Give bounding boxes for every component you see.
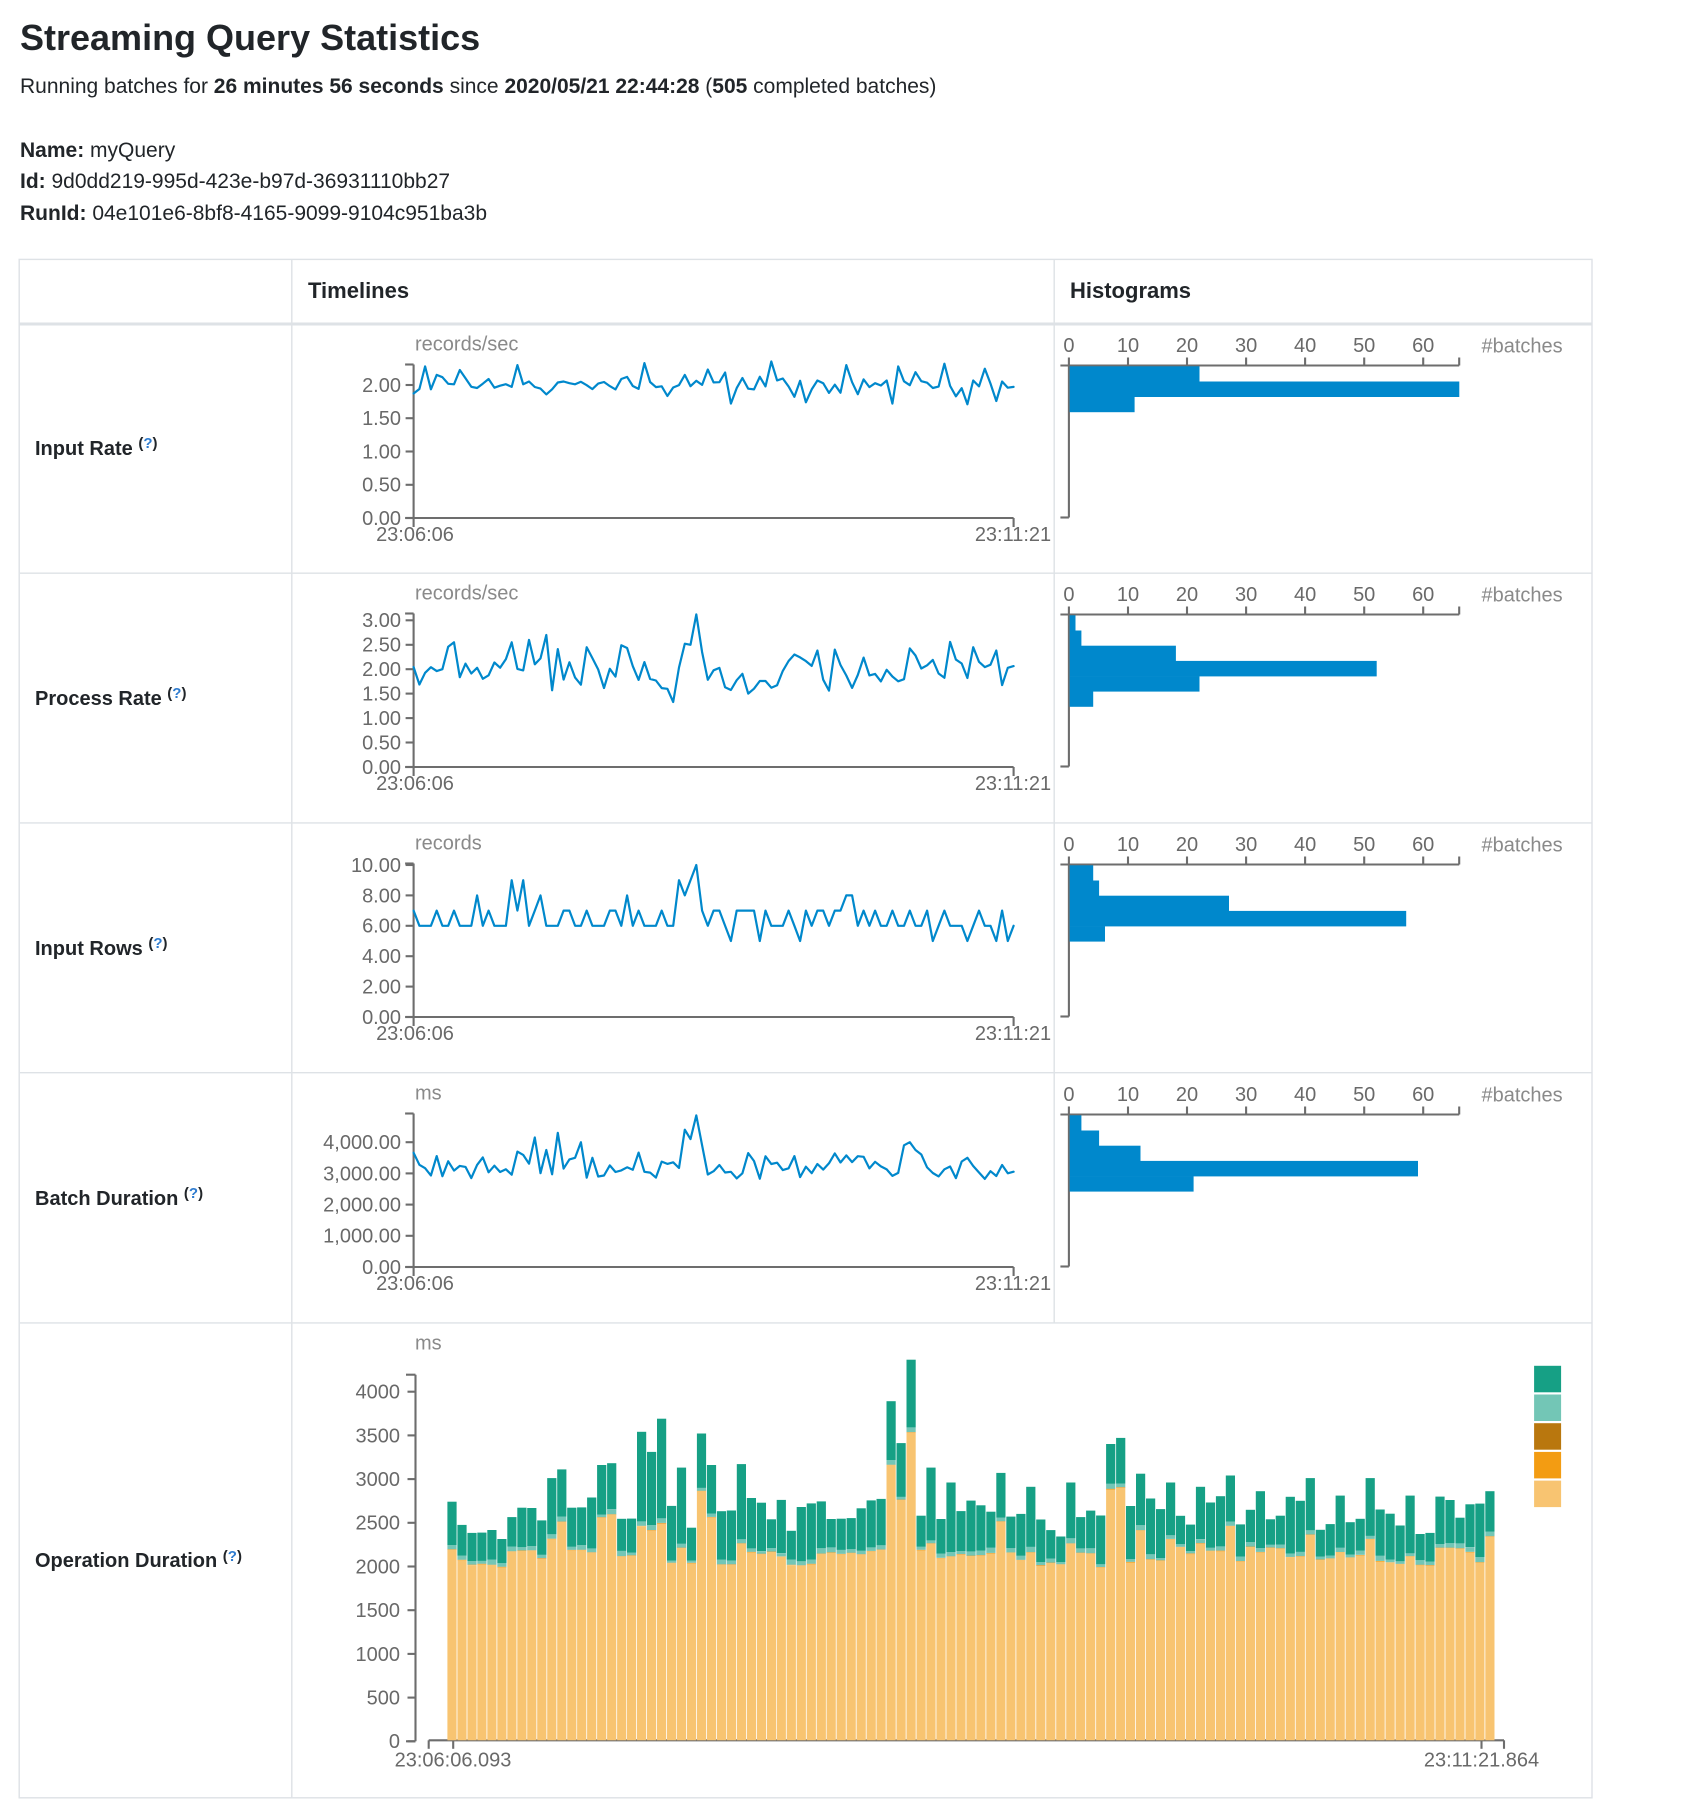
- svg-text:40: 40: [1294, 584, 1316, 606]
- svg-text:60: 60: [1412, 1084, 1434, 1106]
- svg-text:50: 50: [1353, 834, 1375, 856]
- svg-text:0.50: 0.50: [362, 475, 401, 497]
- svg-text:records: records: [415, 833, 482, 855]
- svg-text:20: 20: [1176, 1084, 1198, 1106]
- svg-text:23:11:21.864: 23:11:21.864: [1424, 1750, 1539, 1772]
- svg-text:10: 10: [1117, 1084, 1139, 1106]
- svg-text:23:06:06.093: 23:06:06.093: [395, 1750, 512, 1772]
- svg-text:0: 0: [1063, 584, 1074, 606]
- svg-text:20: 20: [1176, 335, 1198, 357]
- svg-text:2,000.00: 2,000.00: [323, 1195, 401, 1217]
- svg-text:50: 50: [1353, 1084, 1375, 1106]
- svg-text:40: 40: [1294, 1084, 1316, 1106]
- svg-text:10.00: 10.00: [351, 855, 401, 877]
- svg-text:1,000.00: 1,000.00: [323, 1226, 401, 1248]
- svg-text:3000: 3000: [356, 1469, 401, 1491]
- svg-text:23:11:21: 23:11:21: [975, 1023, 1051, 1045]
- svg-text:60: 60: [1412, 834, 1434, 856]
- svg-text:#batches: #batches: [1482, 835, 1563, 857]
- svg-text:2.00: 2.00: [362, 659, 401, 681]
- svg-text:2.50: 2.50: [362, 635, 401, 657]
- svg-text:20: 20: [1176, 584, 1198, 606]
- svg-text:records/sec: records/sec: [415, 583, 518, 605]
- svg-text:4.00: 4.00: [362, 946, 401, 968]
- svg-text:40: 40: [1294, 335, 1316, 357]
- svg-text:2.00: 2.00: [362, 375, 401, 397]
- svg-text:6.00: 6.00: [362, 916, 401, 938]
- svg-text:10: 10: [1117, 335, 1139, 357]
- svg-text:10: 10: [1117, 584, 1139, 606]
- svg-text:40: 40: [1294, 834, 1316, 856]
- svg-text:23:06:06: 23:06:06: [376, 1273, 454, 1295]
- svg-text:#batches: #batches: [1482, 1085, 1563, 1107]
- svg-text:4000: 4000: [356, 1382, 401, 1404]
- svg-text:0.00: 0.00: [362, 1007, 401, 1029]
- svg-text:0.00: 0.00: [362, 1257, 401, 1279]
- svg-text:50: 50: [1353, 584, 1375, 606]
- svg-text:0: 0: [1063, 335, 1074, 357]
- svg-text:4,000.00: 4,000.00: [323, 1132, 401, 1154]
- svg-text:3.00: 3.00: [362, 610, 401, 632]
- svg-text:23:06:06: 23:06:06: [376, 1023, 454, 1045]
- svg-text:10: 10: [1117, 834, 1139, 856]
- svg-text:30: 30: [1235, 335, 1257, 357]
- svg-text:2.00: 2.00: [362, 977, 401, 999]
- svg-text:0.00: 0.00: [362, 757, 401, 779]
- svg-text:0: 0: [1063, 834, 1074, 856]
- svg-text:1.50: 1.50: [362, 408, 401, 430]
- svg-text:ms: ms: [415, 1333, 442, 1355]
- svg-text:20: 20: [1176, 834, 1198, 856]
- svg-text:23:06:06: 23:06:06: [376, 524, 454, 546]
- svg-text:#batches: #batches: [1482, 336, 1563, 358]
- svg-text:60: 60: [1412, 584, 1434, 606]
- svg-text:0.50: 0.50: [362, 732, 401, 754]
- svg-text:23:11:21: 23:11:21: [975, 524, 1051, 546]
- svg-text:3500: 3500: [356, 1425, 401, 1447]
- svg-text:50: 50: [1353, 335, 1375, 357]
- svg-text:1.00: 1.00: [362, 708, 401, 730]
- svg-text:0.00: 0.00: [362, 508, 401, 530]
- svg-text:30: 30: [1235, 1084, 1257, 1106]
- svg-text:2500: 2500: [356, 1513, 401, 1535]
- svg-text:records/sec: records/sec: [415, 334, 518, 356]
- svg-text:23:11:21: 23:11:21: [975, 1273, 1051, 1295]
- svg-text:1.50: 1.50: [362, 684, 401, 706]
- svg-text:2000: 2000: [356, 1556, 401, 1578]
- svg-text:1.00: 1.00: [362, 441, 401, 463]
- svg-text:#batches: #batches: [1482, 585, 1563, 607]
- svg-text:30: 30: [1235, 834, 1257, 856]
- svg-text:0: 0: [389, 1731, 400, 1753]
- svg-text:60: 60: [1412, 335, 1434, 357]
- svg-text:23:11:21: 23:11:21: [975, 773, 1051, 795]
- svg-text:1500: 1500: [356, 1600, 401, 1622]
- svg-text:0: 0: [1063, 1084, 1074, 1106]
- svg-text:8.00: 8.00: [362, 885, 401, 907]
- svg-text:23:06:06: 23:06:06: [376, 773, 454, 795]
- svg-text:ms: ms: [415, 1083, 442, 1105]
- svg-text:1000: 1000: [356, 1644, 401, 1666]
- svg-text:30: 30: [1235, 584, 1257, 606]
- svg-text:3,000.00: 3,000.00: [323, 1163, 401, 1185]
- svg-text:500: 500: [367, 1688, 400, 1710]
